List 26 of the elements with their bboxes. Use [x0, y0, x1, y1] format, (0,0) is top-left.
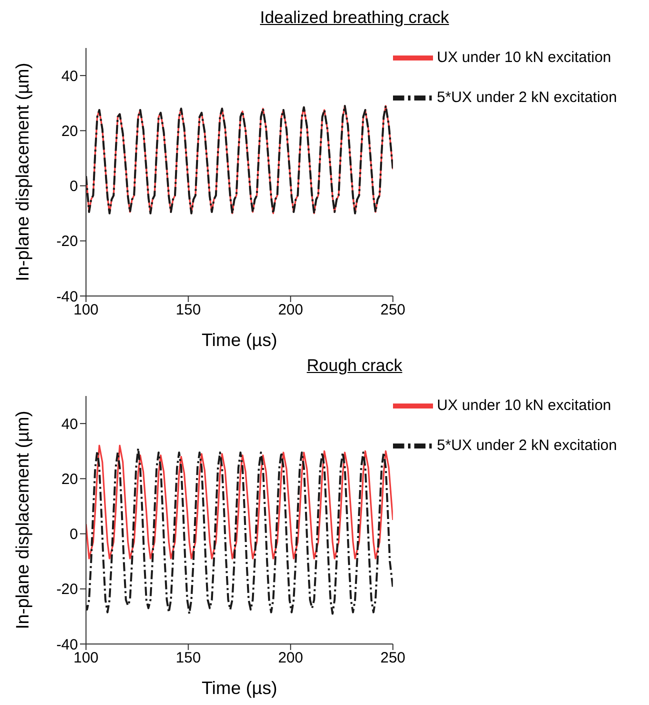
line-series	[86, 444, 393, 560]
y-tick-label: 0	[70, 178, 78, 196]
x-tick-label: 150	[176, 302, 201, 319]
y-axis-title: In-plane displacement (µm)	[12, 410, 32, 630]
x-tick-label: 150	[176, 650, 201, 667]
y-tick-label: -20	[56, 233, 78, 250]
legend-label: UX under 10 kN excitation	[436, 48, 612, 66]
y-tick-label: 20	[61, 470, 78, 488]
y-tick-label: 20	[61, 122, 78, 140]
x-tick-label: 250	[380, 650, 406, 667]
y-axis-title: In-plane displacement (µm)	[12, 62, 32, 282]
y-tick-label: 0	[70, 526, 78, 544]
x-axis-title: Time (µs)	[202, 678, 278, 698]
x-tick-label: 200	[278, 650, 304, 667]
chart-title: Rough crack	[306, 356, 404, 377]
y-tick-label: 40	[61, 68, 78, 85]
y-tick-label: 40	[61, 416, 78, 433]
legend-label: UX under 10 kN excitation	[436, 396, 612, 414]
legend-label: 5*UX under 2 kN excitation	[436, 436, 617, 454]
x-tick-label: 250	[380, 302, 406, 319]
x-tick-label: 200	[278, 302, 304, 319]
line-series	[86, 447, 393, 615]
legend-label: 5*UX under 2 kN excitation	[436, 88, 617, 106]
x-axis-title: Time (µs)	[202, 330, 278, 350]
chart-title: Idealized breathing crack	[258, 8, 450, 29]
y-tick-label: -20	[56, 581, 78, 598]
